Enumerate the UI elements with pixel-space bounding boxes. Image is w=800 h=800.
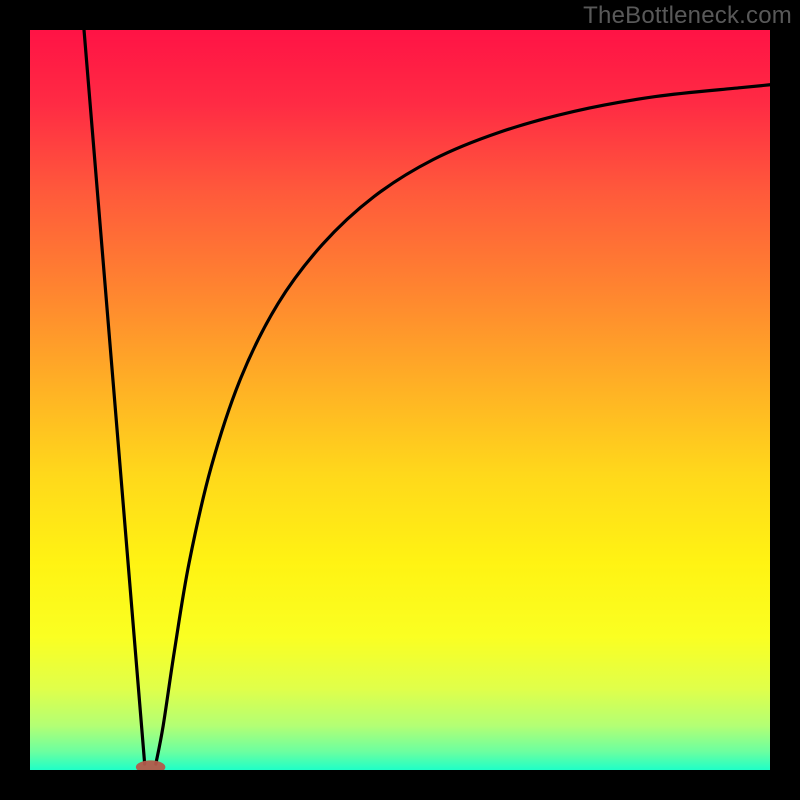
frame-edge — [0, 770, 800, 800]
bottleneck-chart — [0, 0, 800, 800]
frame-edge — [0, 0, 30, 800]
watermark-text: TheBottleneck.com — [583, 2, 792, 30]
frame-edge — [770, 0, 800, 800]
chart-root: { "watermark": { "text": "TheBottleneck.… — [0, 0, 800, 800]
chart-background — [30, 30, 770, 770]
